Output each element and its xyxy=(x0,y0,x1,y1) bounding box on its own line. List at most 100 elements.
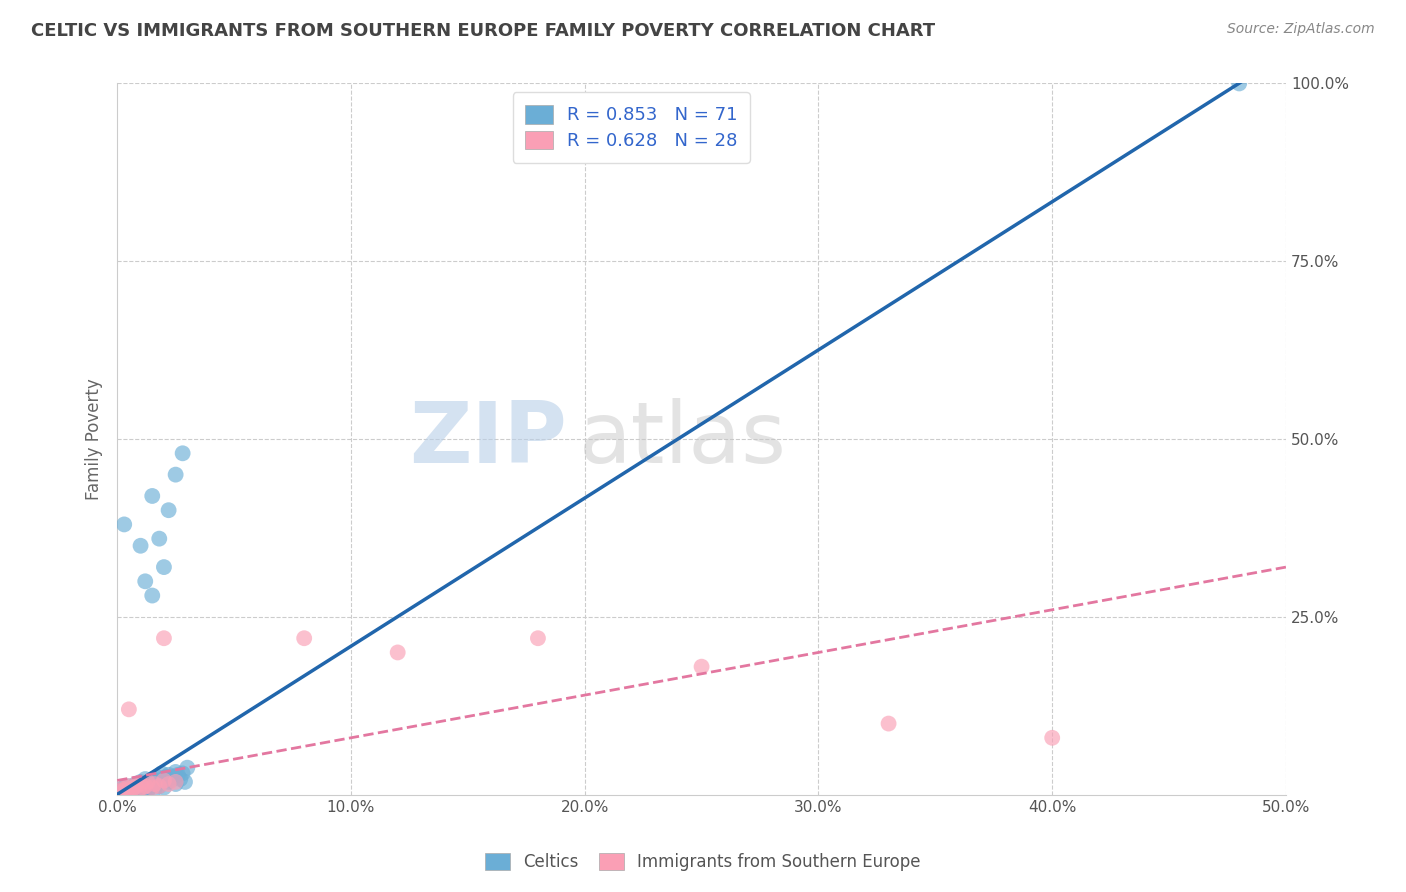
Point xyxy=(150,766,173,780)
Point xyxy=(112,780,135,795)
Point xyxy=(148,773,170,788)
Point xyxy=(115,786,138,800)
Point xyxy=(118,782,141,797)
Point xyxy=(172,446,194,460)
Point xyxy=(136,775,159,789)
Point xyxy=(132,779,155,793)
Point xyxy=(127,780,149,795)
Point xyxy=(122,785,145,799)
Point xyxy=(157,777,180,791)
Point xyxy=(148,779,170,793)
Point xyxy=(125,783,148,797)
Point xyxy=(115,780,138,795)
Point xyxy=(120,780,142,795)
Point xyxy=(129,782,152,797)
Point xyxy=(162,770,184,784)
Point xyxy=(157,503,180,517)
Point xyxy=(129,775,152,789)
Point xyxy=(153,780,176,795)
Point xyxy=(141,489,163,503)
Point xyxy=(148,532,170,546)
Point xyxy=(122,780,145,795)
Point xyxy=(118,779,141,793)
Point xyxy=(387,645,409,659)
Y-axis label: Family Poverty: Family Poverty xyxy=(86,378,103,500)
Point xyxy=(127,783,149,797)
Point xyxy=(129,539,152,553)
Point xyxy=(132,784,155,798)
Point xyxy=(165,764,187,779)
Point xyxy=(141,589,163,603)
Point xyxy=(153,773,176,788)
Point xyxy=(129,784,152,798)
Point xyxy=(157,768,180,782)
Point xyxy=(139,780,162,795)
Point xyxy=(122,786,145,800)
Point xyxy=(143,775,166,789)
Point xyxy=(143,782,166,797)
Point xyxy=(146,770,169,784)
Legend: Celtics, Immigrants from Southern Europe: Celtics, Immigrants from Southern Europe xyxy=(477,845,929,880)
Point xyxy=(120,784,142,798)
Point xyxy=(527,631,550,645)
Point xyxy=(118,786,141,800)
Point xyxy=(108,786,131,800)
Point xyxy=(153,772,176,786)
Point xyxy=(120,786,142,800)
Point xyxy=(118,782,141,797)
Point xyxy=(136,779,159,793)
Point xyxy=(134,772,156,786)
Point xyxy=(155,770,177,784)
Point xyxy=(108,784,131,798)
Point xyxy=(115,782,138,797)
Point xyxy=(111,786,134,800)
Point xyxy=(115,786,138,800)
Point xyxy=(112,517,135,532)
Point xyxy=(153,560,176,574)
Point xyxy=(111,782,134,797)
Point xyxy=(112,783,135,797)
Point xyxy=(148,779,170,793)
Point xyxy=(118,784,141,798)
Point xyxy=(160,773,183,788)
Point xyxy=(118,779,141,793)
Text: ZIP: ZIP xyxy=(409,398,567,481)
Point xyxy=(122,782,145,797)
Point xyxy=(127,785,149,799)
Point xyxy=(118,702,141,716)
Point xyxy=(127,785,149,799)
Point xyxy=(112,786,135,800)
Point xyxy=(112,786,135,800)
Point xyxy=(165,777,187,791)
Point xyxy=(167,768,190,782)
Point xyxy=(134,782,156,797)
Point xyxy=(172,766,194,780)
Point xyxy=(108,784,131,798)
Point xyxy=(1040,731,1063,745)
Point xyxy=(111,786,134,800)
Point xyxy=(141,772,163,786)
Point xyxy=(174,775,197,789)
Point xyxy=(125,779,148,793)
Point xyxy=(143,777,166,791)
Point xyxy=(157,775,180,789)
Point xyxy=(111,782,134,797)
Point xyxy=(136,784,159,798)
Point xyxy=(165,775,187,789)
Text: atlas: atlas xyxy=(579,398,787,481)
Point xyxy=(153,631,176,645)
Point xyxy=(1227,77,1250,91)
Point xyxy=(690,659,713,673)
Point xyxy=(165,467,187,482)
Point xyxy=(877,716,900,731)
Point xyxy=(141,780,163,795)
Point xyxy=(141,777,163,791)
Point xyxy=(125,777,148,791)
Point xyxy=(129,777,152,791)
Point xyxy=(134,779,156,793)
Text: Source: ZipAtlas.com: Source: ZipAtlas.com xyxy=(1227,22,1375,37)
Point xyxy=(112,784,135,798)
Point xyxy=(125,783,148,797)
Legend: R = 0.853   N = 71, R = 0.628   N = 28: R = 0.853 N = 71, R = 0.628 N = 28 xyxy=(513,93,749,162)
Text: CELTIC VS IMMIGRANTS FROM SOUTHERN EUROPE FAMILY POVERTY CORRELATION CHART: CELTIC VS IMMIGRANTS FROM SOUTHERN EUROP… xyxy=(31,22,935,40)
